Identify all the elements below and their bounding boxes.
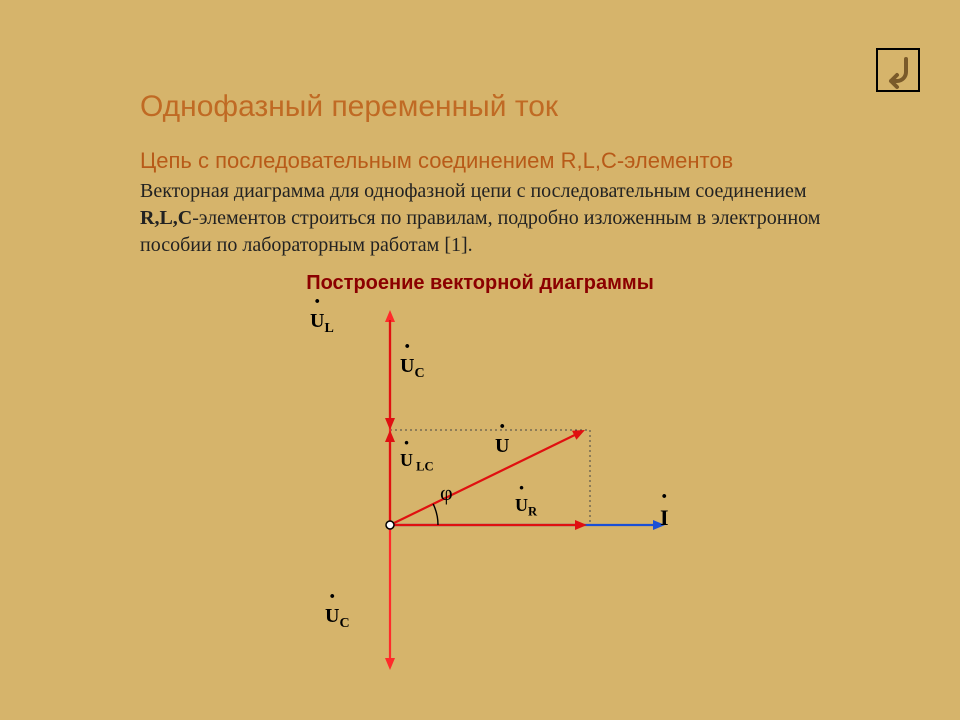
page-title: Однофазный переменный ток [140, 90, 558, 124]
vector-diagram: UL UC U LC U φ UR I UC [290, 300, 710, 680]
label-u-lc: U LC [400, 450, 434, 475]
slide: Однофазный переменный ток Цепь с последо… [0, 0, 960, 720]
diagram-svg [290, 300, 710, 680]
label-u-l: UL [310, 310, 334, 337]
label-i: I [660, 505, 669, 531]
return-icon [876, 48, 920, 92]
body-text-prefix: Векторная диаграмма для однофазной цепи … [140, 180, 807, 202]
label-phi: φ [440, 480, 453, 506]
label-u-c-top: UC [400, 355, 425, 382]
label-u-c-bottom: UC [325, 605, 350, 632]
body-text: Векторная диаграмма для однофазной цепи … [140, 178, 840, 259]
back-button[interactable] [876, 48, 920, 92]
diagram-title: Построение векторной диаграммы [0, 272, 960, 295]
page-subtitle: Цепь с последовательным соединением R,L,… [140, 148, 733, 174]
body-text-suffix: -элементов строиться по правилам, подроб… [140, 207, 820, 256]
body-text-bold: R,L,C [140, 207, 192, 229]
label-u: U [495, 435, 509, 458]
label-u-r: UR [515, 495, 537, 520]
